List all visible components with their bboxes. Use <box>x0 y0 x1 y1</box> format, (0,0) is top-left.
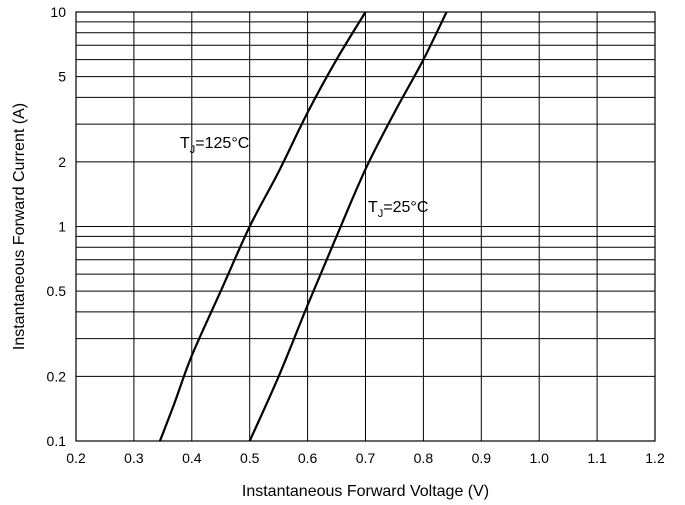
x-tick-label: 0.8 <box>414 450 434 466</box>
x-axis-title: Instantaneous Forward Voltage (V) <box>242 483 489 500</box>
label-tj-25c: TJ=25°C <box>368 199 428 220</box>
y-tick-label: 1 <box>58 219 66 235</box>
x-tick-label: 0.6 <box>298 450 318 466</box>
series-label-subscript: J <box>190 144 196 156</box>
series-label-main: T <box>180 135 190 152</box>
x-tick-label: 1.0 <box>529 450 549 466</box>
y-tick-label: 0.2 <box>47 368 67 384</box>
x-tick-labels: 0.2 0.3 0.4 0.5 0.6 0.7 0.8 0.9 1.0 1.1 1.2 <box>66 450 665 466</box>
x-tick-label: 0.9 <box>472 450 492 466</box>
x-tick-label: 1.1 <box>587 450 607 466</box>
plot-frame <box>75 11 656 442</box>
series-labels: TJ=125°CTJ=25°C <box>180 135 428 220</box>
curve-tj-25c <box>248 11 448 442</box>
series-label-subscript: J <box>378 208 384 220</box>
curve-tj-125c <box>158 11 367 442</box>
x-tick-label: 0.5 <box>240 450 260 466</box>
x-tick-label: 0.4 <box>182 450 202 466</box>
y-tick-label: 10 <box>50 4 66 20</box>
series-label-rest: =25°C <box>383 199 428 216</box>
grid <box>75 11 656 442</box>
x-tick-label: 1.2 <box>645 450 665 466</box>
y-axis-title: Instantaneous Forward Current (A) <box>11 103 28 350</box>
x-tick-label: 0.2 <box>66 450 86 466</box>
label-tj-125c: TJ=125°C <box>180 135 249 156</box>
y-tick-label: 5 <box>58 69 66 85</box>
series-label-rest: =125°C <box>195 135 249 152</box>
y-tick-label: 0.5 <box>47 283 67 299</box>
x-tick-label: 0.3 <box>124 450 144 466</box>
curves <box>158 11 448 442</box>
y-tick-label: 2 <box>58 154 66 170</box>
x-tick-label: 0.7 <box>356 450 376 466</box>
series-label-main: T <box>368 199 378 216</box>
y-tick-labels: 0.1 0.2 0.5 1 2 5 10 <box>47 4 67 449</box>
y-tick-label: 0.1 <box>47 433 67 449</box>
